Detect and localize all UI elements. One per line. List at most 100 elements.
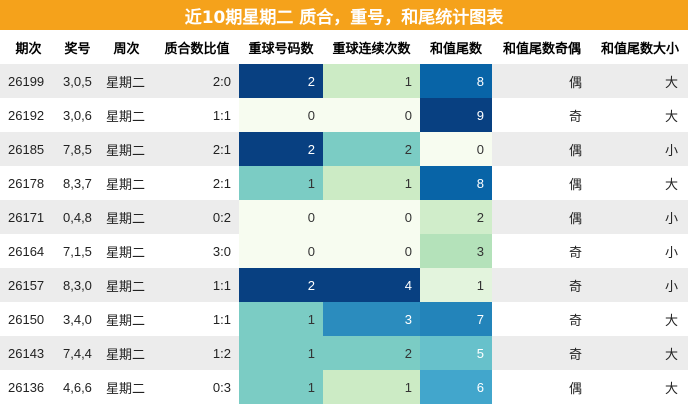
cell-prize: 8,3,0 (57, 268, 98, 302)
cell-tail: 6 (420, 370, 492, 404)
table-row: 26199 3,0,5 星期二 2:0 2 1 8 偶 大 (0, 64, 688, 98)
header-consecutive: 重球连续次数 (332, 41, 411, 57)
cell-prize: 3,0,5 (57, 64, 98, 98)
cell-prize: 7,1,5 (57, 234, 98, 268)
cell-consecutive: 0 (323, 200, 420, 234)
stats-table: 期次 奖号 周次 质合数比值 重球号码数 重球连续次数 和值尾数 和值尾数奇偶 … (0, 30, 688, 404)
cell-period: 26192 (0, 98, 57, 132)
cell-prize: 7,4,4 (57, 336, 98, 370)
cell-parity: 偶 (492, 370, 592, 404)
cell-week: 星期二 (98, 166, 155, 200)
cell-repeat: 1 (239, 302, 323, 336)
header-period: 期次 (15, 41, 42, 57)
cell-repeat: 2 (239, 268, 323, 302)
cell-week: 星期二 (98, 268, 155, 302)
cell-period: 26157 (0, 268, 57, 302)
header-parity: 和值尾数奇偶 (502, 41, 581, 57)
cell-size: 大 (592, 98, 688, 132)
header-week: 周次 (113, 41, 140, 57)
cell-parity: 偶 (492, 200, 592, 234)
cell-prize: 0,4,8 (57, 200, 98, 234)
header-repeat: 重球号码数 (248, 41, 314, 57)
cell-tail: 8 (420, 166, 492, 200)
cell-tail: 5 (420, 336, 492, 370)
cell-period: 26164 (0, 234, 57, 268)
header-size: 和值尾数大小 (600, 41, 679, 57)
cell-consecutive: 0 (323, 98, 420, 132)
cell-parity: 奇 (492, 98, 592, 132)
table-row: 26171 0,4,8 星期二 0:2 0 0 2 偶 小 (0, 200, 688, 234)
header-prize: 奖号 (64, 41, 91, 57)
cell-parity: 偶 (492, 132, 592, 166)
cell-consecutive: 0 (323, 234, 420, 268)
table-body: 26199 3,0,5 星期二 2:0 2 1 8 偶 大 26192 3,0,… (0, 64, 688, 404)
cell-tail: 7 (420, 302, 492, 336)
cell-repeat: 2 (239, 64, 323, 98)
table-row: 26136 4,6,6 星期二 0:3 1 1 6 偶 大 (0, 370, 688, 404)
cell-week: 星期二 (98, 370, 155, 404)
cell-ratio: 3:0 (155, 234, 239, 268)
cell-ratio: 0:2 (155, 200, 239, 234)
cell-period: 26150 (0, 302, 57, 336)
cell-size: 大 (592, 370, 688, 404)
cell-tail: 3 (420, 234, 492, 268)
cell-consecutive: 1 (323, 64, 420, 98)
table-row: 26192 3,0,6 星期二 1:1 0 0 9 奇 大 (0, 98, 688, 132)
cell-week: 星期二 (98, 132, 155, 166)
table-row: 26185 7,8,5 星期二 2:1 2 2 0 偶 小 (0, 132, 688, 166)
header-tail: 和值尾数 (429, 41, 482, 57)
cell-repeat: 2 (239, 132, 323, 166)
cell-tail: 8 (420, 64, 492, 98)
cell-parity: 偶 (492, 166, 592, 200)
cell-size: 大 (592, 166, 688, 200)
cell-size: 大 (592, 64, 688, 98)
cell-size: 大 (592, 302, 688, 336)
cell-repeat: 1 (239, 336, 323, 370)
cell-period: 26136 (0, 370, 57, 404)
cell-period: 26185 (0, 132, 57, 166)
cell-prize: 8,3,7 (57, 166, 98, 200)
cell-week: 星期二 (98, 336, 155, 370)
cell-size: 小 (592, 132, 688, 166)
cell-prize: 4,6,6 (57, 370, 98, 404)
cell-period: 26143 (0, 336, 57, 370)
cell-week: 星期二 (98, 234, 155, 268)
cell-size: 小 (592, 200, 688, 234)
cell-prize: 7,8,5 (57, 132, 98, 166)
cell-consecutive: 2 (323, 132, 420, 166)
cell-ratio: 2:1 (155, 132, 239, 166)
cell-week: 星期二 (98, 98, 155, 132)
cell-parity: 偶 (492, 64, 592, 98)
cell-consecutive: 2 (323, 336, 420, 370)
cell-period: 26178 (0, 166, 57, 200)
cell-repeat: 1 (239, 166, 323, 200)
table-row: 26150 3,4,0 星期二 1:1 1 3 7 奇 大 (0, 302, 688, 336)
cell-consecutive: 3 (323, 302, 420, 336)
cell-consecutive: 4 (323, 268, 420, 302)
cell-parity: 奇 (492, 336, 592, 370)
cell-ratio: 2:0 (155, 64, 239, 98)
cell-prize: 3,0,6 (57, 98, 98, 132)
cell-week: 星期二 (98, 64, 155, 98)
cell-parity: 奇 (492, 302, 592, 336)
cell-size: 小 (592, 234, 688, 268)
cell-week: 星期二 (98, 200, 155, 234)
cell-period: 26171 (0, 200, 57, 234)
cell-size: 小 (592, 268, 688, 302)
cell-ratio: 1:1 (155, 98, 239, 132)
cell-repeat: 0 (239, 98, 323, 132)
cell-ratio: 1:2 (155, 336, 239, 370)
header-ratio: 质合数比值 (164, 41, 230, 57)
cell-parity: 奇 (492, 234, 592, 268)
cell-tail: 2 (420, 200, 492, 234)
cell-ratio: 0:3 (155, 370, 239, 404)
cell-consecutive: 1 (323, 370, 420, 404)
cell-parity: 奇 (492, 268, 592, 302)
cell-period: 26199 (0, 64, 57, 98)
cell-ratio: 1:1 (155, 302, 239, 336)
cell-repeat: 1 (239, 370, 323, 404)
table-row: 26164 7,1,5 星期二 3:0 0 0 3 奇 小 (0, 234, 688, 268)
cell-tail: 0 (420, 132, 492, 166)
cell-repeat: 0 (239, 234, 323, 268)
